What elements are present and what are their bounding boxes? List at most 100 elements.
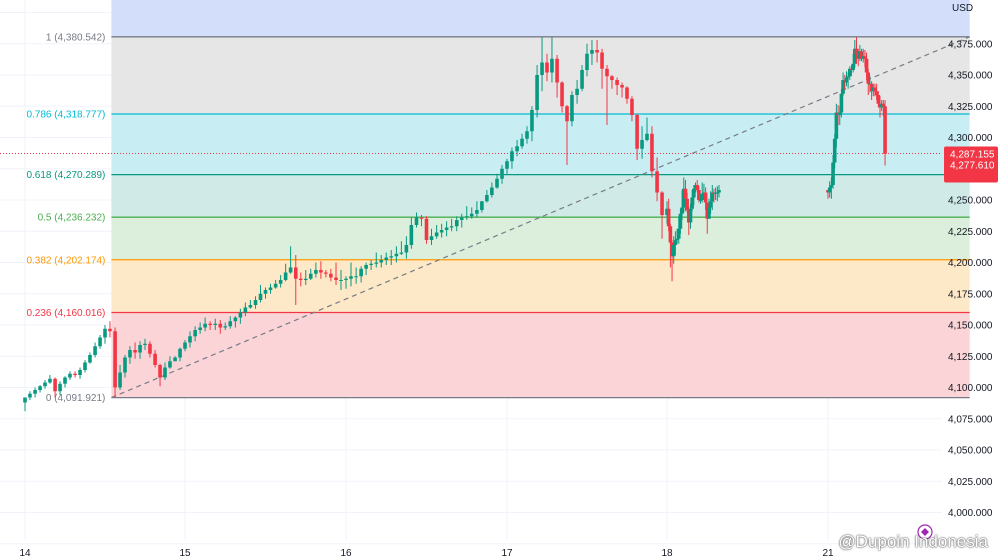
candle	[58, 381, 62, 395]
candle-body	[293, 267, 298, 279]
time-tick-label: 18	[661, 548, 673, 559]
candle	[163, 362, 167, 380]
candle-body	[434, 232, 439, 237]
fib-level-label: 0.382 (4,202.174)	[26, 255, 105, 266]
logo-ring	[917, 524, 933, 540]
candle-body	[695, 185, 700, 190]
candle	[595, 40, 599, 63]
candle	[834, 103, 839, 148]
candle-body	[610, 76, 614, 80]
candle	[615, 77, 619, 95]
candle-body	[707, 207, 711, 219]
candle	[540, 37, 544, 92]
price-axis[interactable]: USD 4,375.000 4,350.000 4,325.000 4,300.000…	[948, 3, 993, 519]
candles	[23, 37, 887, 412]
candle-body	[203, 323, 207, 328]
candle	[288, 246, 293, 274]
candle-body	[717, 190, 721, 193]
candle	[123, 355, 127, 378]
candle	[228, 316, 233, 329]
candle	[243, 302, 248, 317]
candle-body	[399, 252, 404, 254]
logo-mark	[921, 528, 929, 536]
candle-body	[469, 213, 474, 217]
candle	[500, 165, 504, 184]
candle	[673, 231, 678, 255]
candle-body	[480, 201, 484, 210]
candle	[600, 48, 604, 89]
candle	[434, 225, 439, 239]
time-tick-label: 15	[179, 548, 191, 559]
candle	[620, 82, 624, 98]
candle	[399, 241, 404, 255]
candle	[303, 270, 308, 285]
candle-body	[73, 373, 77, 375]
candle	[545, 53, 549, 82]
candle-body	[668, 226, 673, 243]
candle-body	[873, 87, 877, 92]
price-tick-label: 4,350.000	[948, 71, 993, 82]
candle	[359, 266, 363, 283]
candle-body	[698, 200, 703, 201]
candle-body	[319, 270, 323, 273]
candle-body	[28, 393, 32, 398]
candle	[364, 262, 368, 275]
candle	[43, 380, 47, 389]
candle	[178, 347, 182, 362]
candle-body	[173, 357, 177, 362]
candle-body	[429, 236, 434, 240]
candle-body	[545, 62, 549, 73]
price-tick-label: 4,325.000	[948, 102, 993, 113]
time-axis[interactable]: 14 15 16 17 18 21	[19, 548, 834, 559]
candle	[841, 72, 845, 97]
candle-body	[615, 80, 619, 85]
candle	[419, 215, 424, 227]
candle-body	[580, 70, 584, 89]
price-tick-label: 4,025.000	[948, 477, 993, 488]
candle-body	[635, 115, 639, 149]
candle-body	[841, 80, 845, 94]
candle	[854, 37, 859, 64]
candle	[374, 252, 379, 268]
candle-body	[68, 373, 72, 378]
candle-body	[680, 207, 684, 214]
fib-levels	[111, 36, 970, 399]
candle-body	[560, 82, 564, 107]
price-tick-label: 4,225.000	[948, 227, 993, 238]
candle-body	[683, 188, 688, 199]
fib-level-label: 0.786 (4,318.777)	[26, 110, 105, 121]
candle-body	[688, 208, 693, 223]
candle-body	[83, 362, 87, 370]
candle	[78, 367, 82, 379]
candle-body	[710, 192, 715, 202]
price-tick-label: 4,250.000	[948, 196, 993, 207]
candle	[314, 262, 318, 278]
candle-body	[555, 58, 559, 83]
candle	[253, 296, 258, 309]
candle-body	[535, 75, 539, 110]
candle	[459, 213, 464, 228]
candle	[697, 186, 701, 203]
candle-body	[525, 131, 529, 139]
candle-body	[485, 195, 489, 202]
candle	[635, 113, 639, 160]
candle	[103, 325, 107, 344]
candle-body	[550, 58, 554, 73]
candle	[715, 186, 720, 202]
candle-body	[178, 348, 182, 358]
candle	[650, 126, 654, 178]
candle	[454, 216, 459, 232]
price-tick-label: 4,175.000	[948, 289, 993, 300]
candle-body	[258, 293, 263, 300]
price-tick-label: 4,100.000	[948, 383, 993, 394]
tradingview-logo-icon[interactable]	[917, 524, 933, 540]
fib-level-label: 0.618 (4,270.289)	[26, 170, 105, 181]
candle-body	[630, 98, 634, 115]
candle	[570, 91, 574, 127]
candle-body	[874, 91, 879, 95]
candle	[93, 342, 97, 358]
candle	[168, 356, 172, 369]
candle-body	[449, 226, 454, 228]
candle-body	[354, 276, 358, 278]
